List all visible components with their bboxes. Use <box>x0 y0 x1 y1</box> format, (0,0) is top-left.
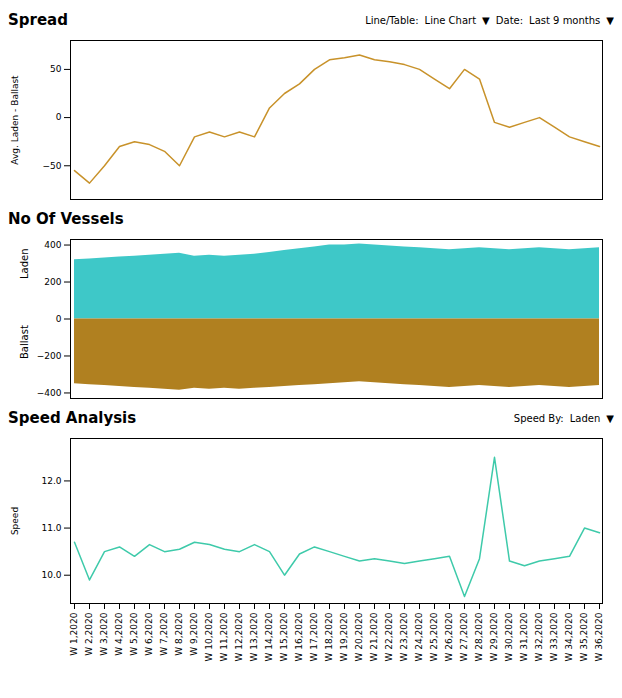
svg-text:W 36,2020: W 36,2020 <box>594 612 604 661</box>
svg-text:12.0: 12.0 <box>41 476 61 486</box>
svg-text:0: 0 <box>56 112 62 122</box>
svg-text:W 20,2020: W 20,2020 <box>354 612 364 661</box>
svg-text:W 16,2020: W 16,2020 <box>294 612 304 661</box>
svg-text:200: 200 <box>44 277 61 287</box>
svg-text:Avg. Laden - Ballast: Avg. Laden - Ballast <box>10 75 20 165</box>
svg-text:W 3,2020: W 3,2020 <box>99 612 109 656</box>
svg-text:W 2,2020: W 2,2020 <box>84 612 94 656</box>
svg-text:W 25,2020: W 25,2020 <box>429 612 439 661</box>
html-text:Spread: Spread <box>8 11 68 29</box>
svg-text:10.0: 10.0 <box>41 570 61 580</box>
svg-text:W 12,2020: W 12,2020 <box>234 612 244 661</box>
svg-text:W 18,2020: W 18,2020 <box>324 612 334 661</box>
html-text:Laden: Laden <box>569 412 601 424</box>
html-text:Last 9 months: Last 9 months <box>529 14 601 26</box>
svg-text:−200: −200 <box>37 351 62 361</box>
svg-text:Speed: Speed <box>10 507 20 535</box>
svg-text:W 8,2020: W 8,2020 <box>174 612 184 656</box>
svg-text:W 28,2020: W 28,2020 <box>474 612 484 661</box>
svg-text:−50: −50 <box>43 161 62 171</box>
svg-text:W 13,2020: W 13,2020 <box>249 612 259 661</box>
svg-text:W 17,2020: W 17,2020 <box>309 612 319 661</box>
svg-text:W 34,2020: W 34,2020 <box>564 612 574 661</box>
svg-text:W 10,2020: W 10,2020 <box>204 612 214 661</box>
svg-text:W 27,2020: W 27,2020 <box>459 612 469 661</box>
svg-text:W 31,2020: W 31,2020 <box>519 612 529 661</box>
svg-text:Laden: Laden <box>19 248 30 279</box>
svg-text:W 22,2020: W 22,2020 <box>384 612 394 661</box>
svg-text:W 30,2020: W 30,2020 <box>504 612 514 661</box>
svg-text:−400: −400 <box>37 388 62 398</box>
html-text:No Of Vessels: No Of Vessels <box>8 210 124 228</box>
svg-text:W 5,2020: W 5,2020 <box>129 612 139 656</box>
svg-text:W 1,2020: W 1,2020 <box>69 612 79 656</box>
svg-text:W 9,2020: W 9,2020 <box>189 612 199 656</box>
svg-text:W 24,2020: W 24,2020 <box>414 612 424 661</box>
svg-text:W 35,2020: W 35,2020 <box>579 612 589 661</box>
svg-text:W 6,2020: W 6,2020 <box>144 612 154 656</box>
html-text:Line/Table:: Line/Table: <box>365 14 419 26</box>
svg-text:11.0: 11.0 <box>41 523 61 533</box>
html-text:Date:: Date: <box>495 14 524 26</box>
svg-text:W 19,2020: W 19,2020 <box>339 612 349 661</box>
html-text:Speed Analysis: Speed Analysis <box>8 409 137 427</box>
svg-text:W 7,2020: W 7,2020 <box>159 612 169 656</box>
html-text:Speed By:: Speed By: <box>513 412 564 424</box>
svg-text:W 14,2020: W 14,2020 <box>264 612 274 661</box>
svg-text:50: 50 <box>50 64 62 74</box>
svg-text:W 4,2020: W 4,2020 <box>114 612 124 656</box>
svg-text:W 23,2020: W 23,2020 <box>399 612 409 661</box>
svg-text:Ballast: Ballast <box>19 325 30 359</box>
svg-text:W 29,2020: W 29,2020 <box>489 612 499 661</box>
svg-text:W 21,2020: W 21,2020 <box>369 612 379 661</box>
svg-text:W 32,2020: W 32,2020 <box>534 612 544 661</box>
svg-text:W 15,2020: W 15,2020 <box>279 612 289 661</box>
svg-text:400: 400 <box>44 240 61 250</box>
svg-text:W 11,2020: W 11,2020 <box>219 612 229 661</box>
svg-text:W 26,2020: W 26,2020 <box>444 612 454 661</box>
html-text:Line Chart: Line Chart <box>424 14 477 26</box>
svg-text:0: 0 <box>56 314 62 324</box>
svg-text:W 33,2020: W 33,2020 <box>549 612 559 661</box>
